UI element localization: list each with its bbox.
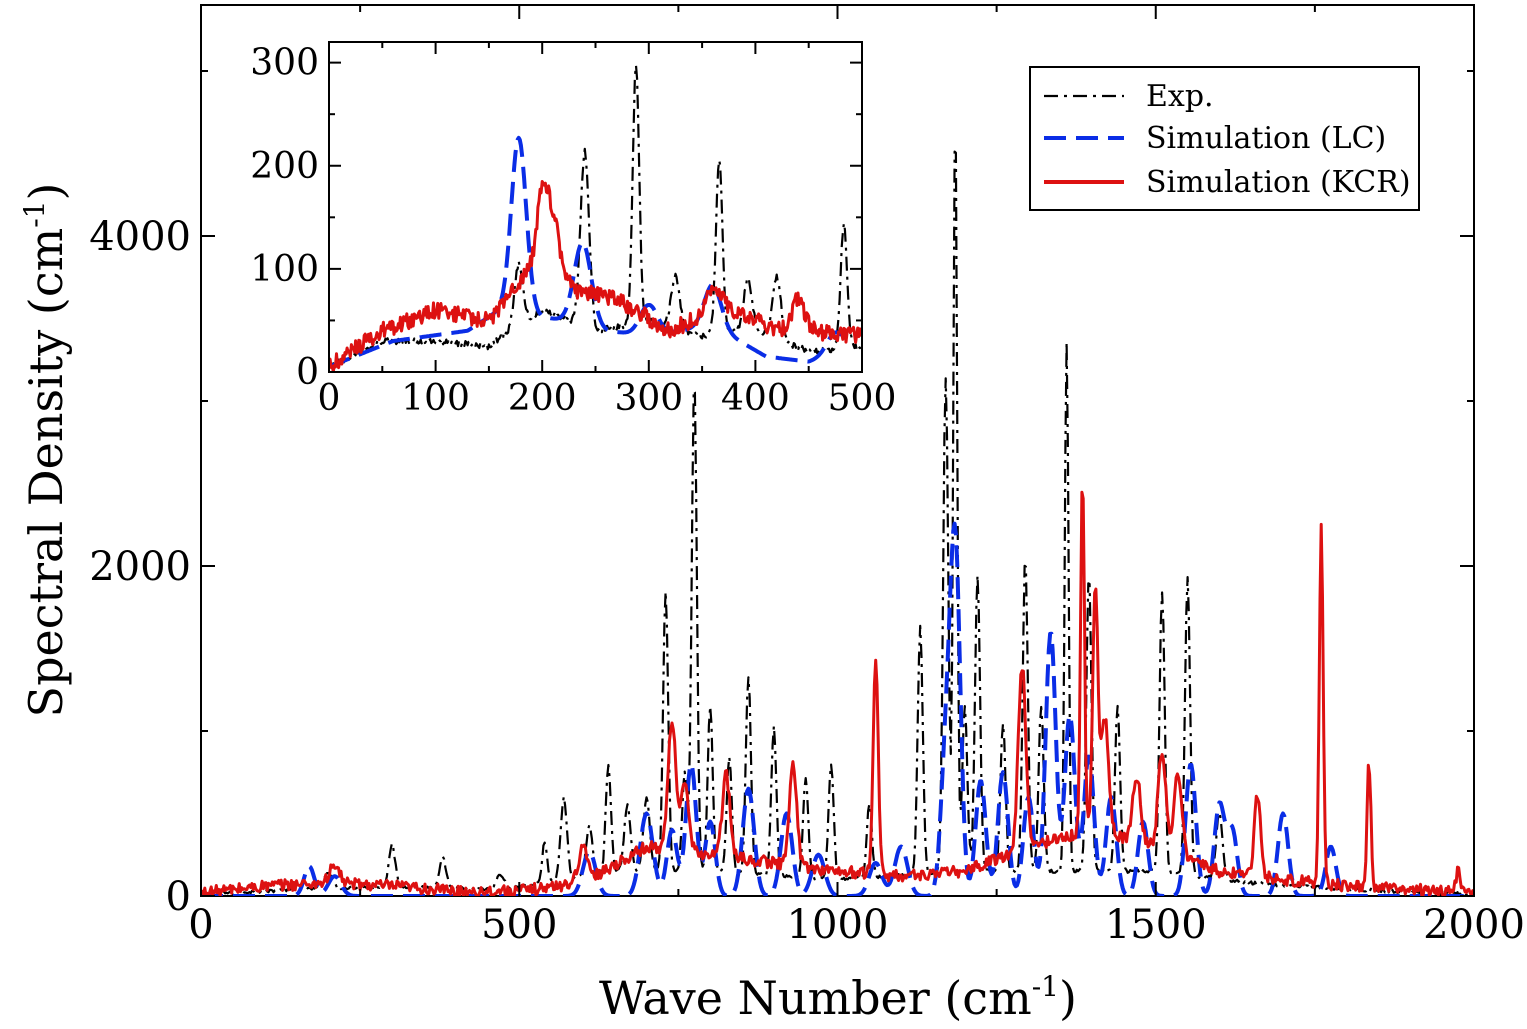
inset-x-tick-label: 500 <box>828 378 897 419</box>
inset-y-tick-label: 300 <box>250 43 319 84</box>
y-axis-title: Spectral Density (cm-1) <box>18 183 73 718</box>
inset-series-group <box>329 64 862 372</box>
legend-label-exp: Exp. <box>1146 79 1214 114</box>
inset-x-tick-label: 300 <box>614 378 683 419</box>
x-axis-title: Wave Number (cm-1) <box>599 970 1077 1025</box>
main-y-tick-label: 2000 <box>89 544 191 590</box>
inset-series-simulation-kcr <box>329 180 862 372</box>
legend-label-kcr: Simulation (KCR) <box>1146 165 1411 200</box>
main-x-tick-label: 500 <box>481 902 557 948</box>
inset-axis-ticks: 0 100 200 300 400 500 0 100 200 300 <box>250 42 896 419</box>
inset-y-tick-label: 0 <box>296 352 319 393</box>
inset-x-tick-label: 400 <box>721 378 790 419</box>
main-x-tick-label: 1500 <box>1105 902 1207 948</box>
main-series-exp <box>201 150 1474 896</box>
main-y-tick-label: 0 <box>166 874 191 920</box>
main-y-tick-label: 4000 <box>89 214 191 260</box>
inset-y-tick-label: 200 <box>250 146 319 187</box>
inset-y-tick-label: 100 <box>250 249 319 290</box>
inset-series-exp <box>329 64 862 369</box>
main-x-tick-label: 0 <box>188 902 213 948</box>
main-x-tick-label: 1000 <box>787 902 889 948</box>
main-series-group <box>201 150 1474 896</box>
legend-label-lc: Simulation (LC) <box>1146 121 1386 156</box>
inset-x-tick-label: 200 <box>508 378 577 419</box>
inset-x-tick-label: 100 <box>401 378 470 419</box>
main-series-simulation-lc <box>201 521 1474 896</box>
legend: Exp. Simulation (LC) Simulation (KCR) <box>1029 66 1420 211</box>
inset-plot: 0 100 200 300 400 500 0 100 200 300 <box>250 41 896 419</box>
inset-x-tick-label: 0 <box>318 378 341 419</box>
main-series-simulation-kcr <box>201 490 1474 896</box>
main-x-tick-label: 2000 <box>1423 902 1525 948</box>
